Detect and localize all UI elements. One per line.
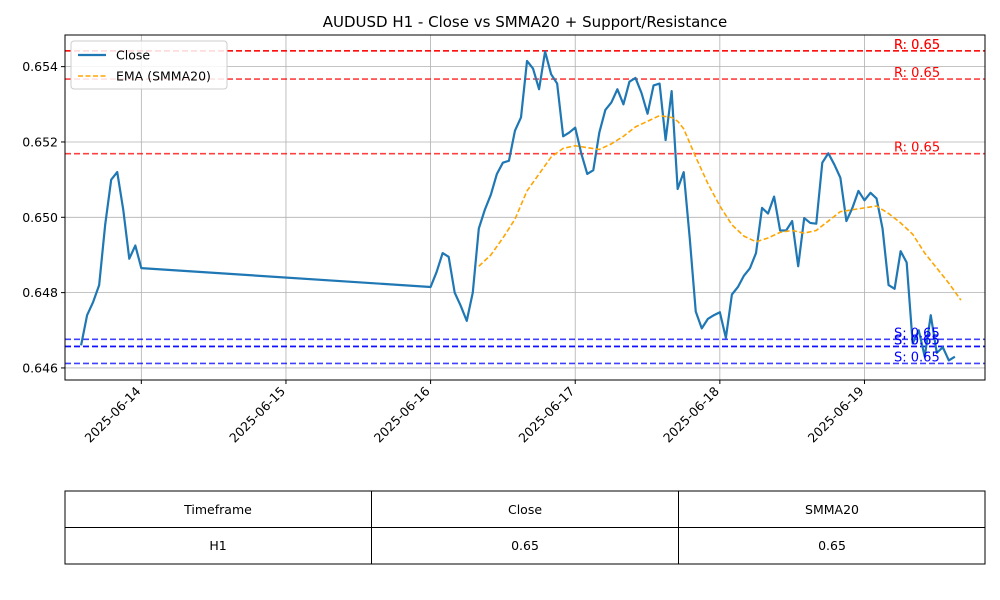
plot-frame xyxy=(64,34,986,381)
resistance-label: R: 0.65 xyxy=(894,141,940,156)
legend: Close EMA (SMMA20) xyxy=(70,40,228,90)
y-tick-label: 0.650 xyxy=(22,210,58,225)
level-labels: R: 0.65R: 0.65R: 0.65R: 0.65S: 0.65S: 0.… xyxy=(894,38,940,366)
resistance-label: R: 0.65 xyxy=(894,38,940,53)
table-header-smma20: SMMA20 xyxy=(805,502,859,517)
close-price-line xyxy=(79,50,956,362)
table-header-timeframe: Timeframe xyxy=(183,502,252,517)
chart-title: AUDUSD H1 - Close vs SMMA20 + Support/Re… xyxy=(323,13,728,31)
summary-table: Timeframe Close SMMA20 H1 0.65 0.65 xyxy=(64,490,986,565)
series-lines xyxy=(79,50,962,362)
smma20-line xyxy=(478,114,962,301)
table-cell-smma20: 0.65 xyxy=(818,538,846,553)
legend-label-close: Close xyxy=(116,48,150,63)
table-cell-close: 0.65 xyxy=(511,538,539,553)
resistance-label: R: 0.65 xyxy=(894,66,940,81)
support-label: S: 0.65 xyxy=(894,350,940,365)
legend-box xyxy=(70,40,228,90)
x-tick-label: 2025-06-19 xyxy=(805,383,867,445)
x-tick-label: 2025-06-15 xyxy=(226,384,288,446)
support-label: S: 0.65 xyxy=(894,333,940,348)
support-label: S: 0.65 xyxy=(894,333,940,348)
table-cell-timeframe: H1 xyxy=(209,538,226,553)
table-header-close: Close xyxy=(508,502,542,517)
y-tick-label: 0.646 xyxy=(22,360,58,375)
x-tick-label: 2025-06-17 xyxy=(515,384,577,446)
support-label: S: 0.65 xyxy=(894,326,940,341)
support-resistance-lines xyxy=(65,50,985,365)
y-tick-label: 0.654 xyxy=(22,59,58,74)
x-tick-label: 2025-06-14 xyxy=(81,383,143,445)
resistance-label: R: 0.65 xyxy=(894,38,940,53)
x-tick-label: 2025-06-18 xyxy=(660,383,722,445)
x-tick-label: 2025-06-16 xyxy=(371,383,433,445)
y-tick-label: 0.652 xyxy=(22,134,58,149)
legend-label-smma: EMA (SMMA20) xyxy=(116,69,211,84)
axis-ticks: 2025-06-14 2025-06-15 2025-06-16 2025-06-17… xyxy=(22,59,866,445)
y-tick-label: 0.648 xyxy=(22,285,58,300)
